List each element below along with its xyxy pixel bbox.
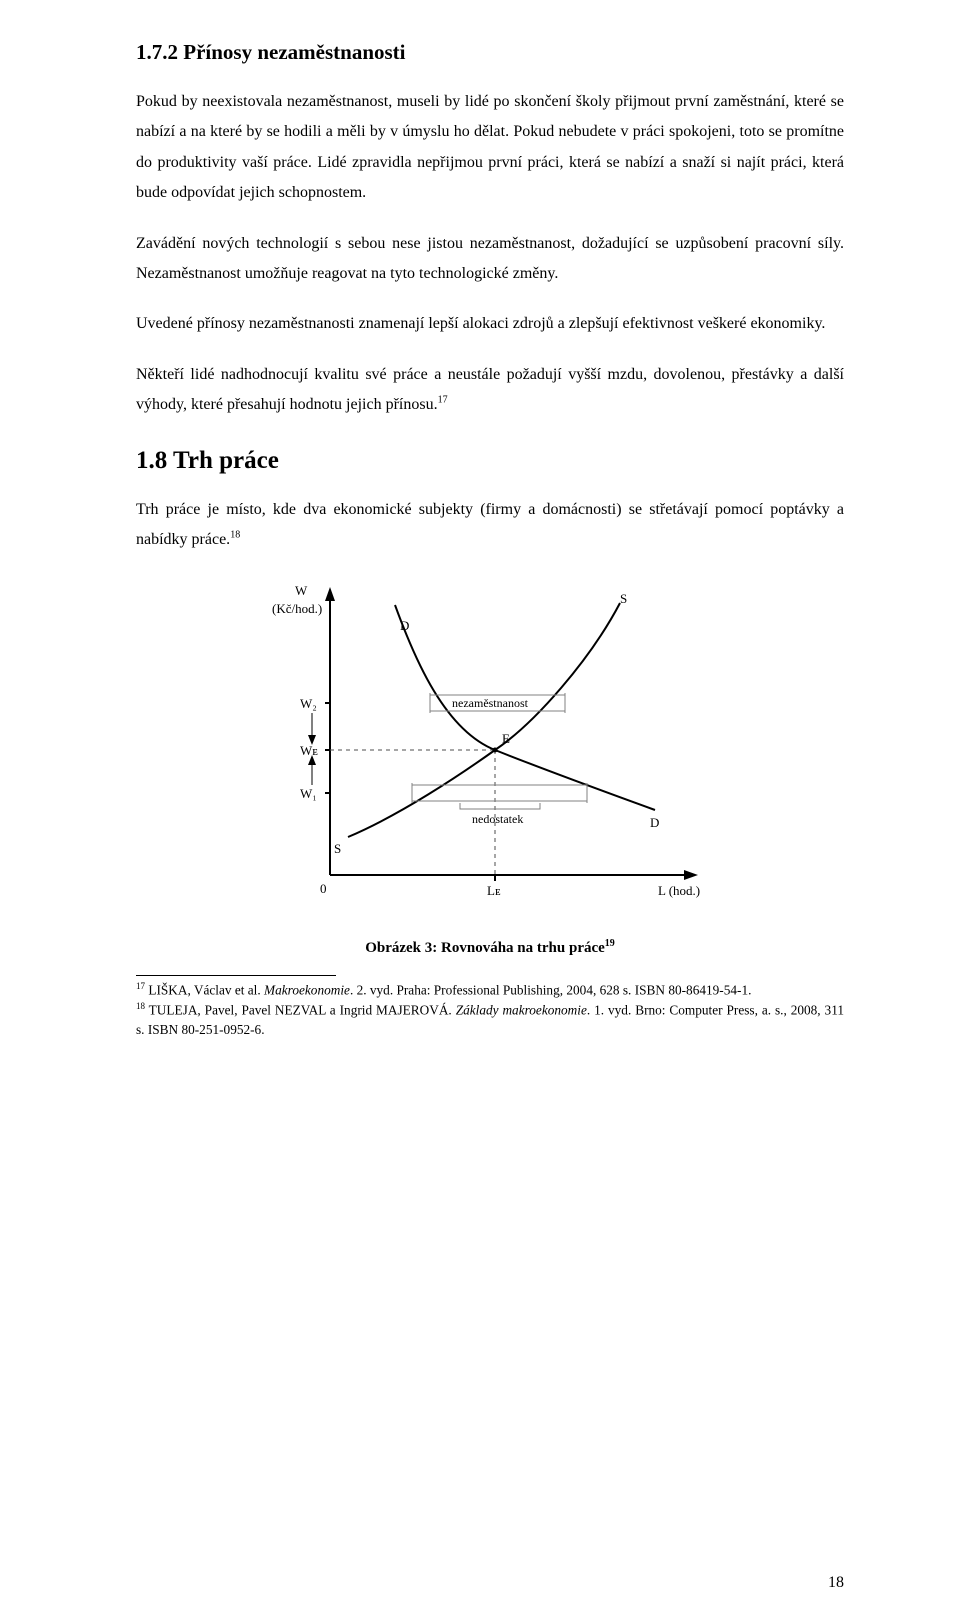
label-s-top: S xyxy=(620,591,627,606)
footnote-18: 18 TULEJA, Pavel, Pavel NEZVAL a Ingrid … xyxy=(136,1000,844,1039)
paragraph-5-text: Trh práce je místo, kde dva ekonomické s… xyxy=(136,501,844,548)
figure-caption-text: Obrázek 3: Rovnováha na trhu práce xyxy=(365,940,605,956)
label-s-bottom: S xyxy=(334,841,341,856)
label-d-bottom: D xyxy=(650,815,659,830)
figure-caption: Obrázek 3: Rovnováha na trhu práce19 xyxy=(136,938,844,957)
heading-labor-market: 1.8 Trh práce xyxy=(136,447,844,475)
paragraph-1: Pokud by neexistovala nezaměstnanost, mu… xyxy=(136,87,844,209)
band-unemployment-label: nezaměstnanost xyxy=(452,696,529,710)
footnote-17-num: 17 xyxy=(136,981,145,991)
y-axis-label-line2: (Kč/hod.) xyxy=(272,601,322,616)
ytick-we: Wᴇ xyxy=(300,743,318,758)
footnote-separator xyxy=(136,975,336,976)
y-axis-label-line1: W xyxy=(295,583,308,598)
page-number: 18 xyxy=(828,1574,844,1592)
footnote-17: 17 LIŠKA, Václav et al. Makroekonomie. 2… xyxy=(136,980,844,1000)
paragraph-4: Někteří lidé nadhodnocují kvalitu své pr… xyxy=(136,360,844,421)
figure-labor-market-equilibrium: W (Kč/hod.) L (hod.) 0 W₂ Wᴇ W₁ Lᴇ D D S… xyxy=(136,575,844,920)
band-shortage-label: nedostatek xyxy=(472,812,523,826)
x-axis-label: L (hod.) xyxy=(658,883,700,898)
curve-supply xyxy=(348,603,620,837)
ytick-w2: W₂ xyxy=(300,696,317,711)
paragraph-2: Zavádění nových technologií s sebou nese… xyxy=(136,229,844,290)
paragraph-3: Uvedené přínosy nezaměstnanosti znamenaj… xyxy=(136,309,844,339)
chart-svg: W (Kč/hod.) L (hod.) 0 W₂ Wᴇ W₁ Lᴇ D D S… xyxy=(260,575,720,915)
label-e: E xyxy=(502,731,510,746)
ytick-w1: W₁ xyxy=(300,786,317,801)
footnote-18-num: 18 xyxy=(136,1001,145,1011)
heading-benefits: 1.7.2 Přínosy nezaměstnanosti xyxy=(136,40,844,65)
footnote-ref-17: 17 xyxy=(438,395,448,406)
footnote-17-text: LIŠKA, Václav et al. Makroekonomie. 2. v… xyxy=(145,983,751,998)
axes xyxy=(325,587,698,880)
point-e-marker xyxy=(493,748,498,753)
paragraph-4-text: Někteří lidé nadhodnocují kvalitu své pr… xyxy=(136,366,844,413)
footnote-ref-18: 18 xyxy=(230,530,240,541)
origin-label: 0 xyxy=(320,881,327,896)
footnote-18-text: TULEJA, Pavel, Pavel NEZVAL a Ingrid MAJ… xyxy=(136,1002,844,1036)
figure-caption-sup: 19 xyxy=(605,938,615,949)
paragraph-5: Trh práce je místo, kde dva ekonomické s… xyxy=(136,495,844,556)
label-d-top: D xyxy=(400,618,409,633)
xtick-le: Lᴇ xyxy=(487,883,501,898)
